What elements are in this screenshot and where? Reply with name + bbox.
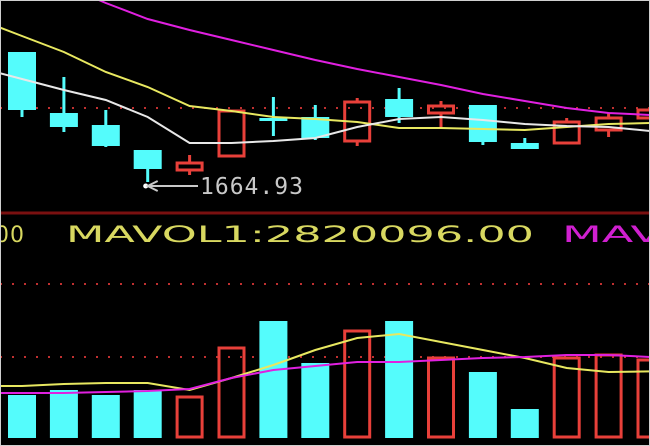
price-panel: [0, 0, 650, 192]
price-ma-line: [96, 0, 650, 116]
candle-body-up: [552, 120, 581, 145]
volume-bar-down: [49, 390, 78, 438]
volume-bar-down: [133, 390, 162, 438]
volume-bar-up: [217, 346, 246, 439]
volume-bar-down: [510, 409, 539, 438]
volume-bar-down: [385, 321, 414, 438]
candle-body-down: [510, 143, 539, 149]
candle-body-down: [468, 105, 497, 142]
annotation-arrow-head: [145, 180, 159, 192]
candle-body-up: [217, 109, 246, 158]
volume-bar-up: [343, 329, 372, 439]
candle-body-down: [301, 117, 330, 138]
volume-bar-down: [468, 372, 497, 438]
volume-bar-up: [427, 356, 455, 439]
price-area: [0, 0, 650, 182]
truncated-legend-value: 00: [0, 223, 25, 248]
volume-bar-down: [8, 395, 36, 438]
volume-panel: [0, 283, 650, 439]
volume-bar-down: [259, 321, 288, 438]
volume-bar-up: [636, 358, 650, 439]
mavol1-legend: MAVOL1:2820096.00: [66, 223, 534, 248]
volume-bar-up: [175, 395, 204, 439]
candle-body-down: [133, 150, 162, 169]
candle-body-down: [259, 118, 288, 121]
candle-body-down: [385, 99, 414, 117]
mavol2-line: [0, 354, 650, 394]
mavol1-line: [0, 332, 650, 392]
candle-body-down: [49, 113, 78, 127]
price-ma-line: [0, 72, 650, 144]
price-ma-line: [0, 26, 650, 132]
candle-body-up: [427, 104, 455, 115]
candle-body-down: [91, 125, 120, 146]
mavol2-legend: MAV: [562, 223, 650, 248]
volume-bar-down: [91, 395, 120, 438]
volume-bar-up: [594, 353, 623, 439]
low-price-annotation: 1664.93: [200, 174, 304, 200]
volume-bar-down: [301, 363, 330, 438]
volume-bar-up: [552, 356, 581, 439]
candle-body-up: [175, 161, 204, 172]
